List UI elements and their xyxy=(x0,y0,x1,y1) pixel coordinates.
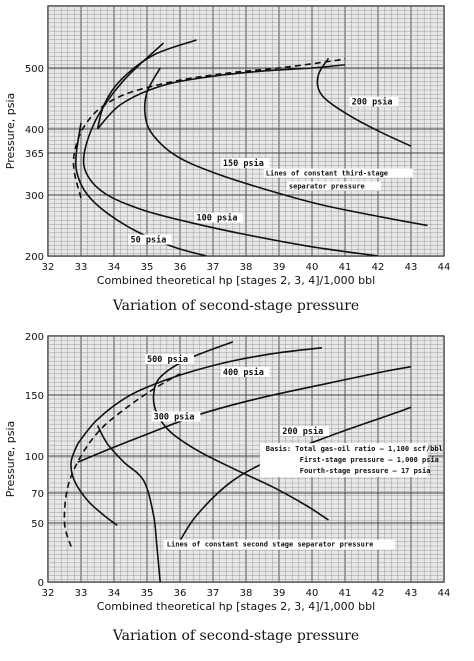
series-line-150-psia xyxy=(143,67,428,227)
chart-caption: Variation of second-stage pressure xyxy=(112,628,359,644)
x-tick-label: 40 xyxy=(306,588,319,599)
y-tick-label: 200 xyxy=(25,332,44,343)
series-line-envelope-6 xyxy=(72,58,346,199)
note-text: Lines of constant second stage separator… xyxy=(167,541,374,549)
x-tick-label: 41 xyxy=(339,588,352,599)
series-label-bg xyxy=(145,353,194,364)
series-label: 50 psia xyxy=(131,235,167,246)
x-tick-label: 35 xyxy=(141,262,154,273)
x-tick-label: 44 xyxy=(438,588,451,599)
series-label-bg xyxy=(349,96,399,107)
series-line-200-psia xyxy=(316,57,412,147)
series-label: 100 psia xyxy=(197,213,238,224)
annotation-text: separator pressure xyxy=(289,183,365,191)
y-tick-label: 365 xyxy=(25,149,44,160)
x-tick-label: 39 xyxy=(273,262,286,273)
x-tick-label: 39 xyxy=(273,588,286,599)
x-tick-label: 44 xyxy=(438,262,451,273)
series-line-envelope-4 xyxy=(77,347,322,445)
y-tick-label: 70 xyxy=(31,489,44,500)
series-label-bg xyxy=(128,234,172,245)
series-line-envelope-5 xyxy=(77,365,412,463)
x-tick-label: 32 xyxy=(42,588,55,599)
series-line-50-psia xyxy=(75,122,207,256)
x-tick-label: 43 xyxy=(405,588,418,599)
x-tick-label: 34 xyxy=(108,262,121,273)
y-tick-label: 0 xyxy=(38,578,44,589)
annotation-bg xyxy=(263,168,413,178)
series-line-envelope-4 xyxy=(96,39,197,130)
x-axis-label: Combined theoretical hp [stages 2, 3, 4]… xyxy=(97,274,375,287)
y-axis-label: Pressure, psia xyxy=(4,421,17,497)
x-tick-label: 37 xyxy=(207,262,220,273)
series-label-bg xyxy=(151,411,201,422)
y-tick-label: 150 xyxy=(25,391,44,402)
series-label: 500 psia xyxy=(147,354,188,365)
y-tick-label: 400 xyxy=(25,125,44,136)
x-tick-label: 38 xyxy=(240,588,253,599)
series-group xyxy=(72,39,428,256)
series-label: 400 psia xyxy=(223,367,264,378)
x-tick-label: 43 xyxy=(405,262,418,273)
note-bg xyxy=(163,539,396,550)
notes-box xyxy=(259,443,428,478)
y-tick-label: 100 xyxy=(25,452,44,463)
x-tick-label: 35 xyxy=(141,588,154,599)
note-text: Basis: Total gas-oil ratio — 1,100 scf/b… xyxy=(266,445,443,453)
y-tick-label: 200 xyxy=(25,252,44,263)
x-tick-label: 36 xyxy=(174,262,187,273)
x-tick-label: 34 xyxy=(108,588,121,599)
series-line-400-psia xyxy=(152,341,329,521)
x-tick-label: 32 xyxy=(42,262,55,273)
series-group xyxy=(63,341,412,582)
series-line-300-psia xyxy=(96,425,161,582)
series-label: 150 psia xyxy=(223,158,264,169)
chart-caption: Variation of second-stage pressure xyxy=(112,298,359,314)
x-tick-label: 41 xyxy=(339,262,352,273)
note-text: First-stage pressure — 1,000 psia xyxy=(300,456,439,464)
x-tick-label: 36 xyxy=(174,588,187,599)
series-label: 300 psia xyxy=(154,411,195,422)
series-label-bg xyxy=(220,366,270,377)
x-tick-label: 42 xyxy=(372,588,385,599)
chart-1: 50 psia 100 psia 150 psia 200 psia Lines of … xyxy=(4,5,451,314)
x-tick-label: 33 xyxy=(75,588,88,599)
series-line-500-psia xyxy=(70,443,118,527)
y-tick-label: 500 xyxy=(25,64,44,75)
chart-2: 500 psia 400 psia 300 psia 200 psia Basis: T… xyxy=(4,332,450,644)
x-axis-label: Combined theoretical hp [stages 2, 3, 4]… xyxy=(97,600,375,613)
series-label-bg xyxy=(280,426,330,437)
series-line-envelope-5 xyxy=(96,63,346,130)
y-tick-label: 50 xyxy=(31,519,44,530)
x-tick-label: 38 xyxy=(240,262,253,273)
x-tick-label: 33 xyxy=(75,262,88,273)
grid xyxy=(48,6,444,256)
x-tick-label: 40 xyxy=(306,262,319,273)
series-line-envelope-6 xyxy=(63,373,181,547)
annotation-text: Lines of constant third-stage xyxy=(266,170,388,178)
x-tick-label: 37 xyxy=(207,588,220,599)
series-label-bg xyxy=(220,157,270,168)
x-tick-label: 42 xyxy=(372,262,385,273)
series-label: 200 psia xyxy=(352,97,393,108)
note-text: Fourth-stage pressure — 17 psia xyxy=(300,467,431,475)
series-label-bg xyxy=(194,212,244,223)
series-label: 200 psia xyxy=(282,426,323,437)
annotation-bg xyxy=(286,181,381,191)
y-axis-label: Pressure, psia xyxy=(4,93,17,169)
y-tick-label: 300 xyxy=(25,191,44,202)
